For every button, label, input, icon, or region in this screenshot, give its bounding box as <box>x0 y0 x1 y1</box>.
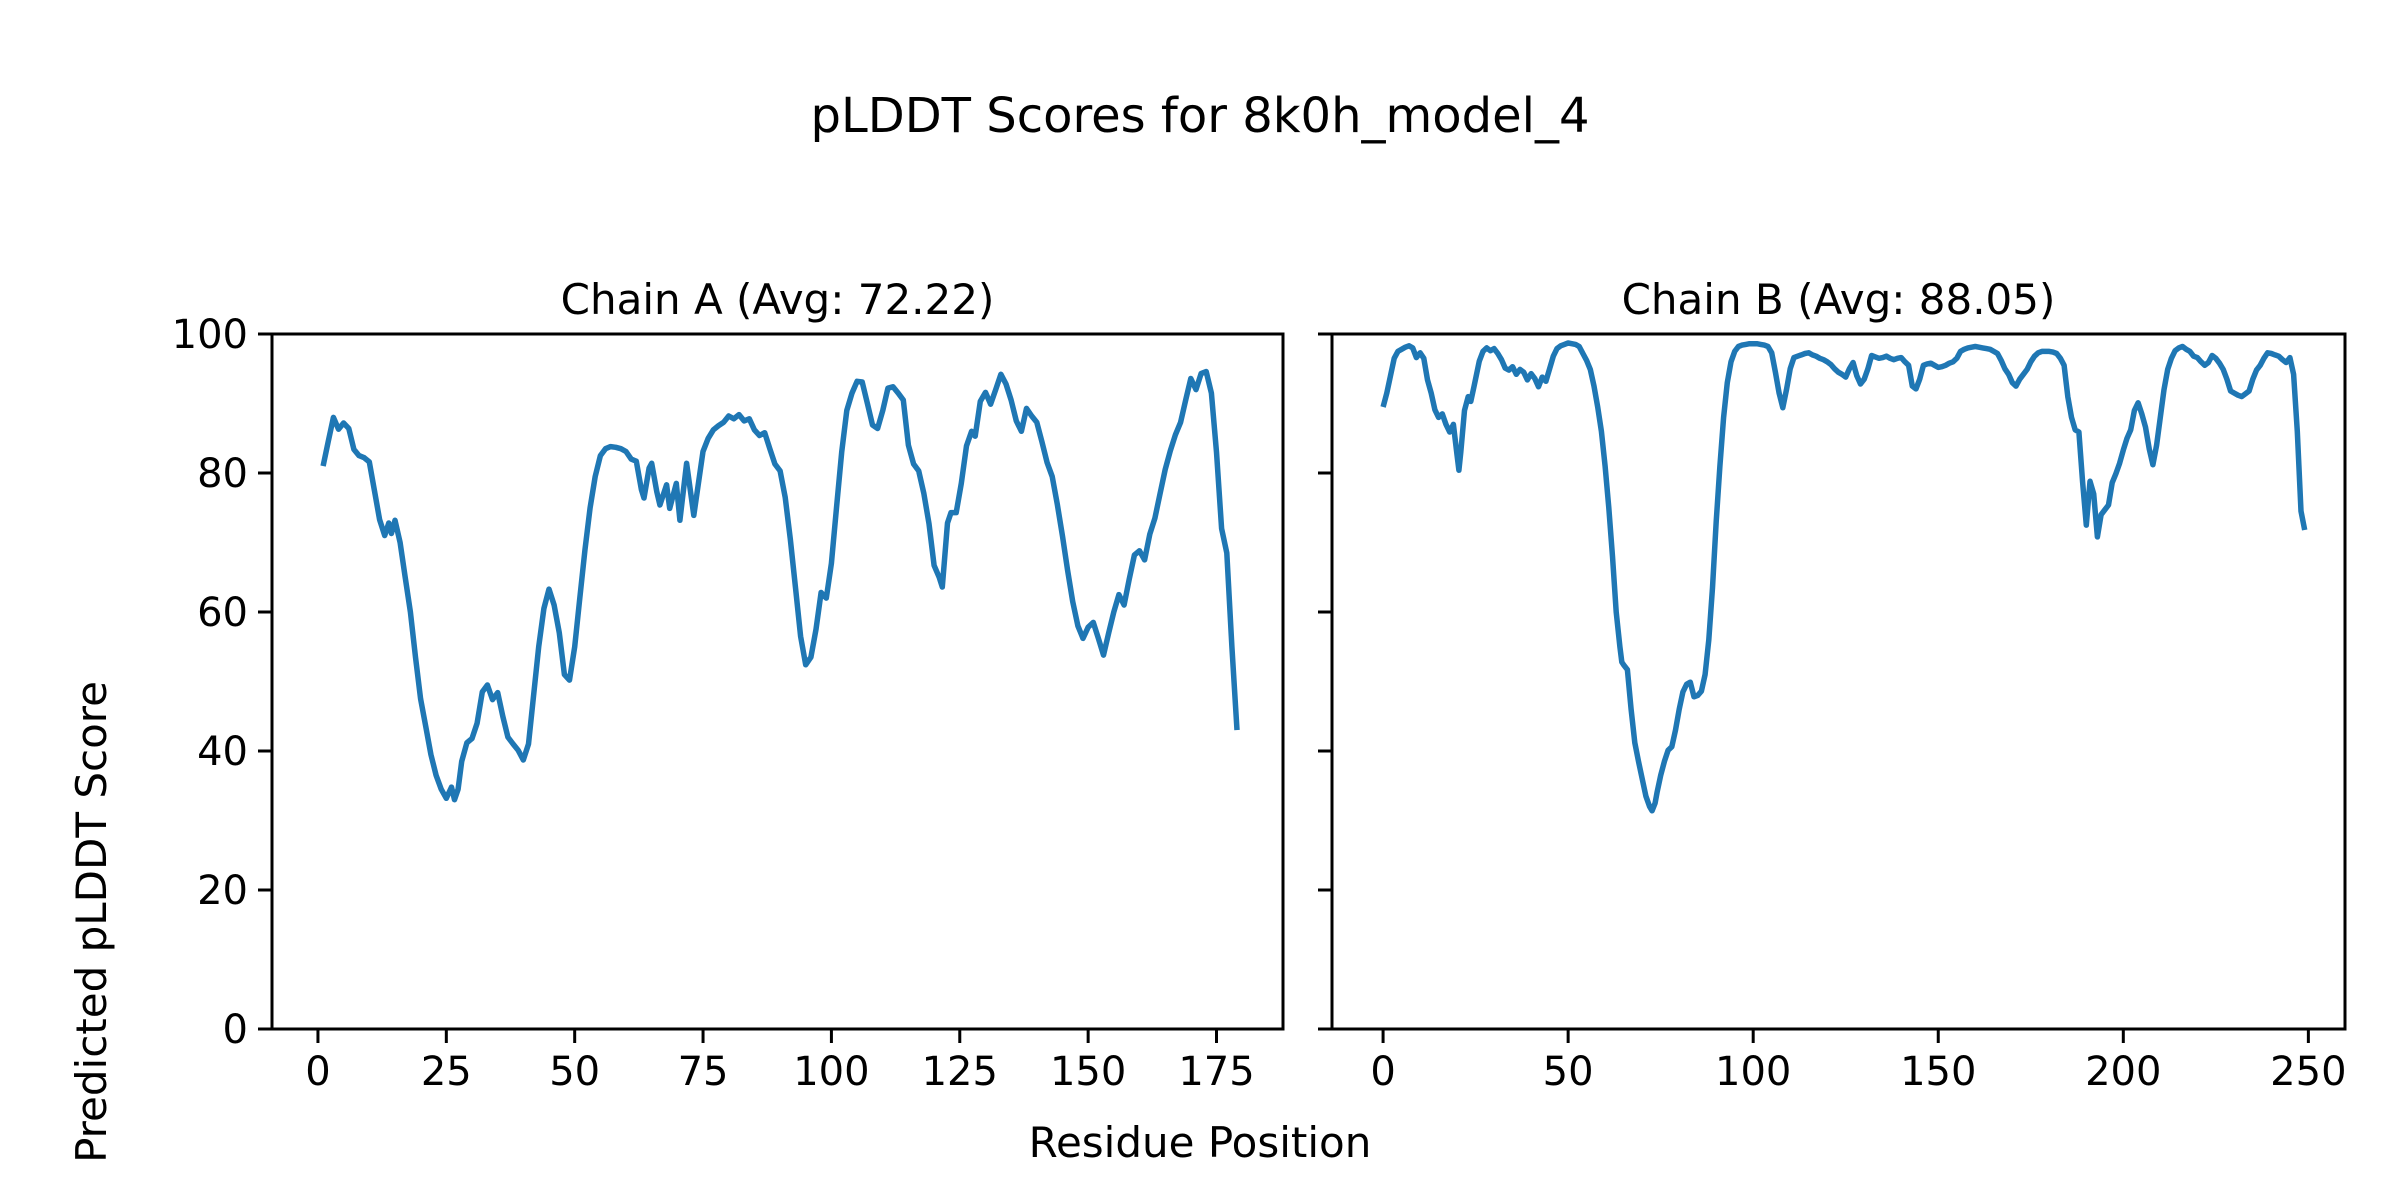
chain-b-plddt-line <box>1380 340 2308 814</box>
y-tick-label: 80 <box>197 451 248 497</box>
y-tick-label: 20 <box>197 868 248 914</box>
chain-b-spines <box>1330 332 2347 1031</box>
chain-a-y-axis: 0 20 40 60 80 100 <box>172 312 272 1053</box>
x-tick-label: 250 <box>2270 1049 2346 1095</box>
subplot-b-title: Chain B (Avg: 88.05) <box>1621 275 2056 324</box>
y-tick-label: 60 <box>197 590 248 636</box>
chain-b-x-axis: 0 50 100 150 200 250 <box>1370 1029 2347 1095</box>
y-tick-label: 0 <box>223 1007 248 1053</box>
chain-a-spines <box>270 332 1285 1031</box>
x-tick-label: 150 <box>1900 1049 1976 1095</box>
x-tick-label: 100 <box>793 1049 869 1095</box>
x-tick-label: 150 <box>1050 1049 1126 1095</box>
x-tick-label: 0 <box>1370 1049 1395 1095</box>
subplot-chain-b: 0 50 100 150 200 250 <box>1318 332 2347 1095</box>
chain-a-plddt-line <box>320 368 1240 803</box>
y-tick-label: 40 <box>197 729 248 775</box>
x-tick-label: 0 <box>305 1049 330 1095</box>
subplot-a-title: Chain A (Avg: 72.22) <box>560 275 995 324</box>
chain-b-y-axis <box>1318 332 1332 1031</box>
chain-a-x-axis: 0 25 50 75 100 125 150 175 <box>305 1029 1255 1095</box>
x-tick-label: 25 <box>421 1049 472 1095</box>
x-tick-label: 125 <box>922 1049 998 1095</box>
x-tick-label: 75 <box>678 1049 729 1095</box>
x-axis-label: Residue Position <box>1028 1118 1372 1167</box>
x-tick-label: 50 <box>1543 1049 1594 1095</box>
x-tick-label: 200 <box>2085 1049 2161 1095</box>
subplot-chain-a: 0 25 50 75 100 125 150 175 0 20 40 60 80 100 <box>172 312 1285 1095</box>
figure-title: pLDDT Scores for 8k0h_model_4 <box>810 88 1590 144</box>
x-tick-label: 175 <box>1178 1049 1254 1095</box>
y-tick-label: 100 <box>172 312 248 358</box>
x-tick-label: 50 <box>549 1049 600 1095</box>
x-tick-label: 100 <box>1715 1049 1791 1095</box>
